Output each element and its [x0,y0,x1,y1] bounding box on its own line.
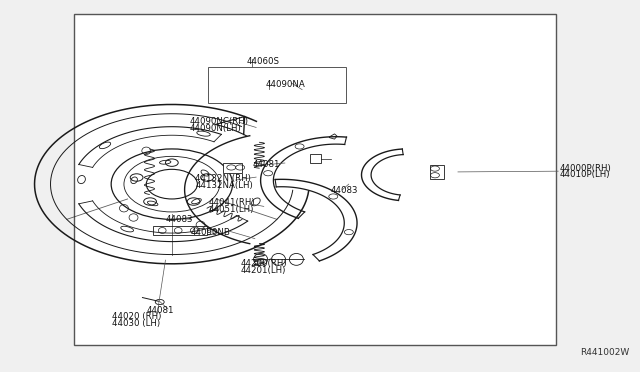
Text: 44000P(RH): 44000P(RH) [559,164,611,173]
Text: 44090NB: 44090NB [191,228,231,237]
Bar [153,226,207,235]
Text: 44060S: 44060S [246,57,280,66]
Text: 44041(RH): 44041(RH) [208,198,255,207]
Text: 44083: 44083 [166,215,193,224]
Text: 44200(RH): 44200(RH) [240,259,287,268]
Text: 44010P(LH): 44010P(LH) [559,170,610,179]
Text: 44132N (RH): 44132N (RH) [195,174,252,183]
Text: 44081: 44081 [253,160,280,169]
Text: 44051(LH): 44051(LH) [208,205,253,214]
Text: R441002W: R441002W [580,348,630,357]
Text: 44090N(LH): 44090N(LH) [189,124,241,133]
Text: 44083: 44083 [331,186,358,195]
Text: 44201(LH): 44201(LH) [240,266,285,275]
Bar [208,67,346,103]
Bar [74,14,556,345]
Text: 44030 (LH): 44030 (LH) [113,319,161,328]
Text: 44020 (RH): 44020 (RH) [113,312,162,321]
Bar [310,154,321,163]
Text: 44132NA(LH): 44132NA(LH) [195,181,253,190]
Bar [223,163,242,173]
Text: 44090NA: 44090NA [266,80,305,89]
Bar [430,165,444,179]
Text: 44081: 44081 [147,306,174,315]
Text: 44090NC(RH): 44090NC(RH) [189,117,248,126]
